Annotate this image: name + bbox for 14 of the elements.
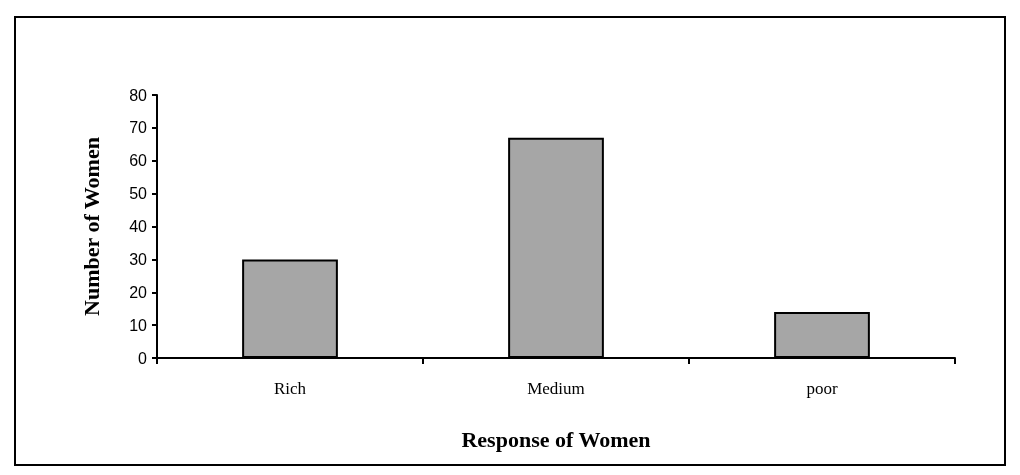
y-axis-title: Number of Women (78, 137, 104, 316)
x-tick-label: Medium (527, 379, 585, 398)
x-axis-title: Response of Women (461, 426, 651, 452)
x-tick-label: poor (806, 379, 838, 398)
y-tick-label: 80 (129, 86, 148, 104)
y-tick-label: 10 (129, 316, 148, 334)
y-tick-label: 50 (129, 185, 148, 203)
y-tick-label: 0 (138, 349, 148, 367)
y-tick-label: 20 (129, 283, 148, 301)
x-tick-label: Rich (273, 379, 307, 398)
y-tick-label: 60 (129, 152, 148, 170)
y-tick-label: 70 (129, 119, 148, 137)
y-tick-label: 30 (129, 250, 148, 268)
y-tick-label: 40 (129, 218, 148, 235)
